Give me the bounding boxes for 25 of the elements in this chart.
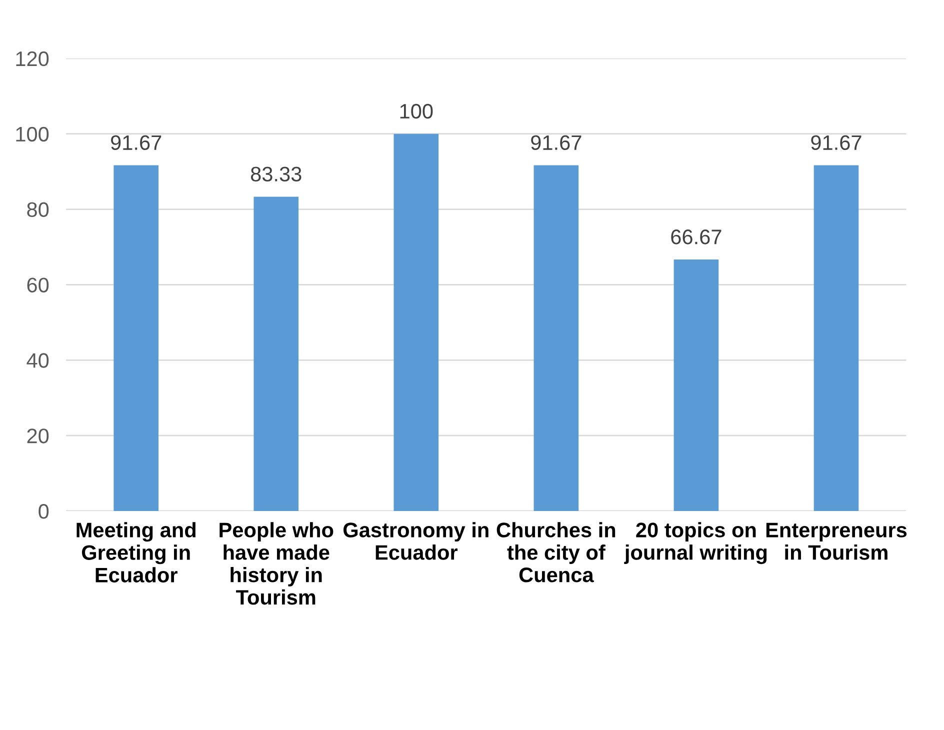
x-tick-label: Gastronomy in Ecuador (344, 522, 488, 560)
y-tick-label: 0 (38, 504, 49, 519)
x-tick-label: Meeting and Greeting in Ecuador (76, 522, 196, 582)
data-label: 91.67 (811, 135, 862, 150)
x-tick-label: 20 topics on journal writing (624, 522, 767, 564)
x-tick-label: Enterpreneurs in Tourism (766, 522, 907, 560)
y-tick-label: 40 (26, 353, 49, 368)
y-tick-label: 60 (27, 278, 49, 292)
bar (394, 134, 439, 511)
y-tick-label: 20 (27, 428, 49, 444)
y-tick-label: 80 (27, 202, 49, 218)
y-tick-label: 100 (16, 126, 49, 142)
bar (814, 165, 859, 511)
bar (674, 260, 719, 511)
data-label: 100 (400, 104, 433, 119)
x-tick-label: People who have made history in Tourism (220, 522, 334, 605)
data-label: 66.67 (671, 230, 722, 244)
y-tick-label: 120 (16, 51, 49, 66)
data-label: 91.67 (111, 135, 162, 150)
data-label: 83.33 (250, 166, 302, 182)
x-tick-label: Churches in the city of Cuenca (496, 522, 616, 582)
data-label: 91.67 (531, 135, 582, 150)
bar (254, 196, 299, 511)
bar (534, 165, 579, 511)
bar (114, 165, 158, 511)
